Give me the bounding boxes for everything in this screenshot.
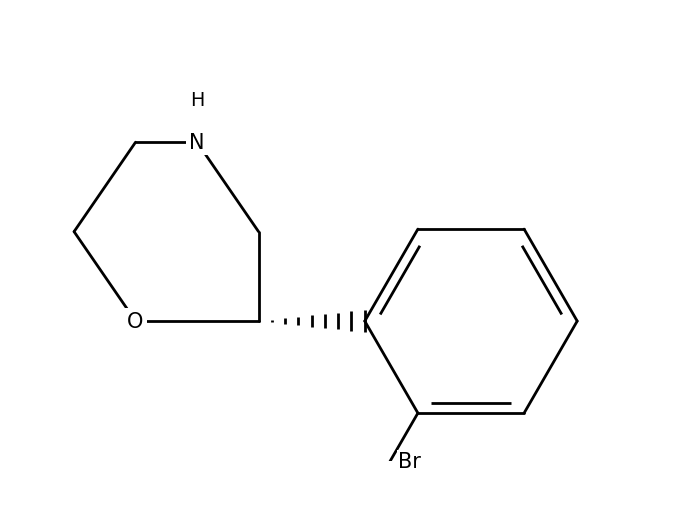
- Text: O: O: [127, 312, 144, 331]
- Text: N: N: [189, 133, 205, 153]
- Text: H: H: [190, 91, 204, 109]
- Text: Br: Br: [397, 451, 420, 471]
